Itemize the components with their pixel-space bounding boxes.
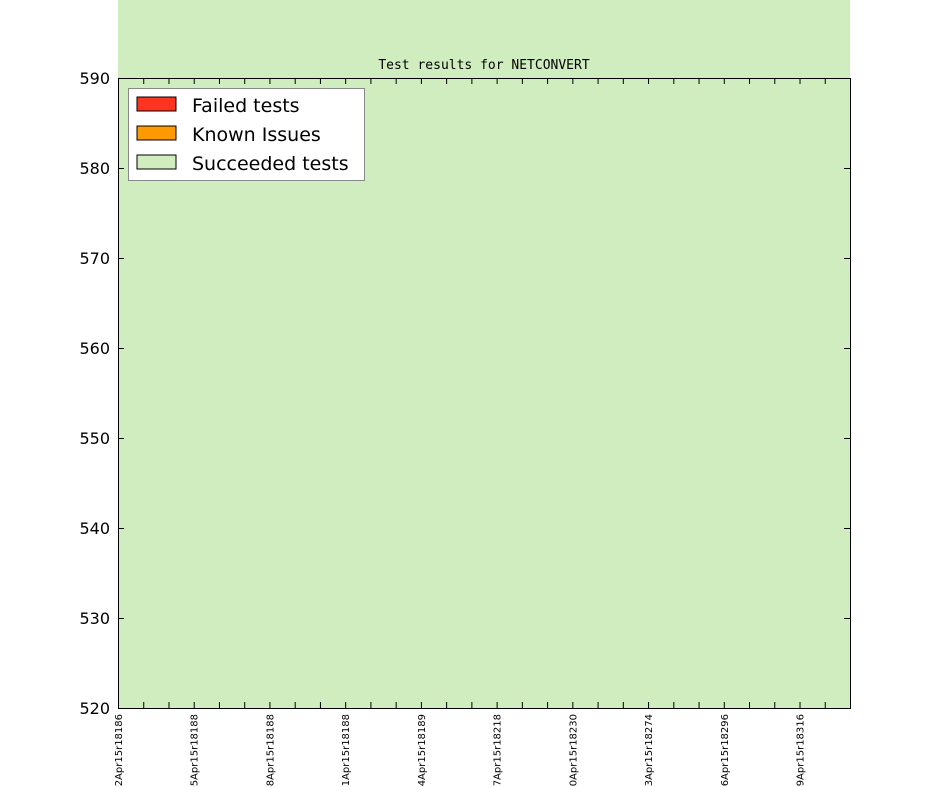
plot-frame	[118, 78, 851, 709]
x-tick-label: 26Apr15r18296	[720, 714, 731, 787]
legend-label-succeeded: Succeeded tests	[192, 153, 349, 175]
legend-swatch-known	[136, 125, 177, 141]
legend-swatch-failed	[136, 96, 177, 112]
y-tick-label: 560	[79, 339, 110, 358]
x-tick-label: 23Apr15r18274	[644, 714, 655, 787]
legend: Failed tests Known Issues Succeeded test…	[128, 88, 365, 181]
y-tick-label: 520	[79, 699, 110, 718]
legend-swatch-succeeded	[136, 154, 177, 170]
legend-label-failed: Failed tests	[192, 95, 300, 117]
x-tick-label: 11Apr15r18188	[341, 714, 352, 787]
legend-label-known: Known Issues	[192, 124, 321, 146]
x-tick-label: 17Apr15r18218	[493, 714, 504, 787]
chart-title: Test results for NETCONVERT	[378, 58, 590, 73]
x-tick-label: 08Apr15r18188	[265, 714, 276, 787]
y-tick-label: 550	[79, 429, 110, 448]
y-tick-label: 580	[79, 159, 110, 178]
y-tick-label: 590	[79, 69, 110, 88]
y-tick-label: 570	[79, 249, 110, 268]
x-tick-label: 05Apr15r18188	[190, 714, 201, 787]
y-tick-label: 540	[79, 519, 110, 538]
y-tick-label: 530	[79, 609, 110, 628]
x-tick-label: 02Apr15r18186	[114, 714, 125, 787]
x-tick-label: 20Apr15r18230	[568, 714, 579, 787]
x-tick-label: 14Apr15r18189	[417, 714, 428, 787]
x-tick-label: 29Apr15r18316	[796, 714, 807, 787]
